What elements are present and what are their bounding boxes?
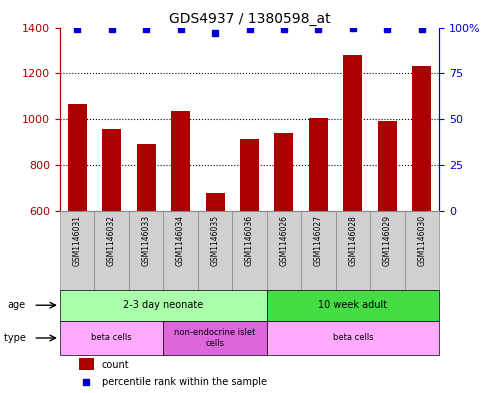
Text: age: age: [7, 300, 26, 310]
Text: GSM1146028: GSM1146028: [348, 215, 357, 266]
Text: GSM1146031: GSM1146031: [73, 215, 82, 266]
Text: GSM1146029: GSM1146029: [383, 215, 392, 266]
Text: GSM1146035: GSM1146035: [211, 215, 220, 266]
Bar: [163, 211, 198, 290]
Bar: [267, 290, 439, 321]
Bar: [102, 129, 121, 211]
Bar: [68, 104, 87, 211]
Bar: [94, 211, 129, 290]
Bar: [60, 321, 163, 355]
Text: GSM1146026: GSM1146026: [279, 215, 288, 266]
Text: non-endocrine islet
cells: non-endocrine islet cells: [174, 328, 255, 348]
Bar: [301, 211, 336, 290]
Text: GSM1146033: GSM1146033: [142, 215, 151, 266]
Title: GDS4937 / 1380598_at: GDS4937 / 1380598_at: [169, 13, 330, 26]
Bar: [274, 133, 293, 211]
Bar: [137, 144, 156, 211]
Bar: [198, 211, 232, 290]
Bar: [79, 358, 94, 370]
Text: percentile rank within the sample: percentile rank within the sample: [102, 376, 266, 387]
Text: cell type: cell type: [0, 333, 26, 343]
Bar: [267, 211, 301, 290]
Bar: [309, 118, 328, 211]
Bar: [171, 111, 190, 211]
Text: 2-3 day neonate: 2-3 day neonate: [123, 300, 204, 310]
Text: GSM1146036: GSM1146036: [245, 215, 254, 266]
Bar: [267, 321, 439, 355]
Bar: [343, 55, 362, 211]
Bar: [412, 66, 431, 211]
Bar: [163, 321, 267, 355]
Text: GSM1146027: GSM1146027: [314, 215, 323, 266]
Bar: [336, 211, 370, 290]
Bar: [60, 211, 94, 290]
Text: GSM1146032: GSM1146032: [107, 215, 116, 266]
Text: GSM1146034: GSM1146034: [176, 215, 185, 266]
Bar: [405, 211, 439, 290]
Bar: [370, 211, 405, 290]
Bar: [232, 211, 267, 290]
Text: count: count: [102, 360, 129, 369]
Text: 10 week adult: 10 week adult: [318, 300, 388, 310]
Bar: [60, 290, 267, 321]
Bar: [240, 139, 259, 211]
Bar: [378, 121, 397, 211]
Text: GSM1146030: GSM1146030: [417, 215, 426, 266]
Text: beta cells: beta cells: [91, 334, 132, 342]
Text: beta cells: beta cells: [333, 334, 373, 342]
Bar: [129, 211, 163, 290]
Bar: [206, 193, 225, 211]
